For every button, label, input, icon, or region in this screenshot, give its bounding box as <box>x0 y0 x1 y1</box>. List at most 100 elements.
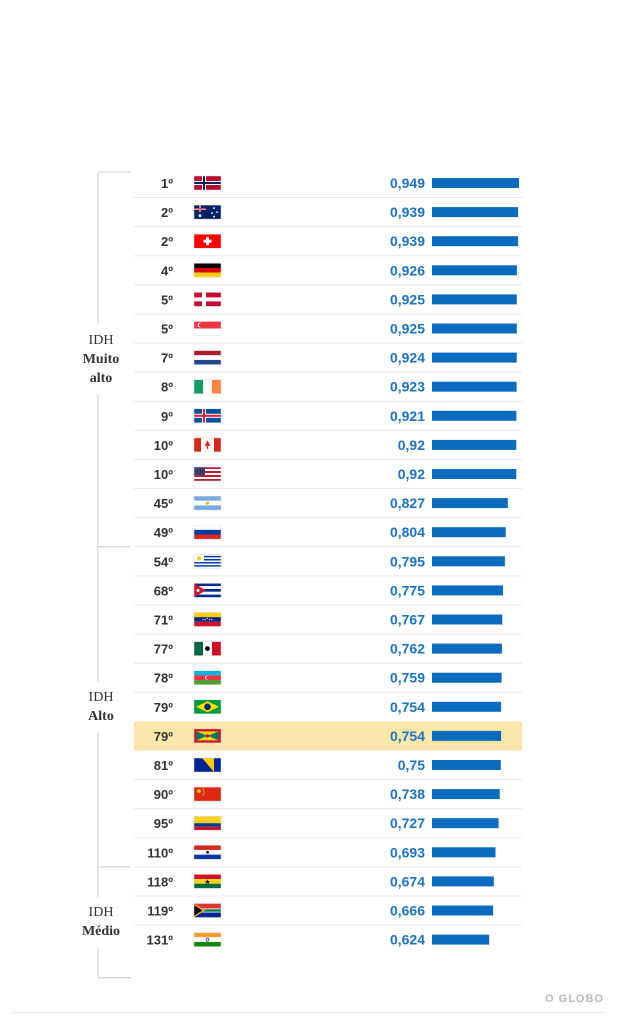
chart-row: 131º 0,624 <box>147 932 490 948</box>
value-label: 0,693 <box>390 844 425 860</box>
value-label: 0,921 <box>390 408 425 424</box>
rank-label: 95º <box>154 816 173 831</box>
value-label: 0,924 <box>390 350 425 366</box>
group-label-line: Médio <box>81 924 121 940</box>
rank-label: 71º <box>154 613 173 628</box>
value-label: 0,75 <box>398 757 425 773</box>
rank-label: 1º <box>161 176 173 191</box>
rank-label: 81º <box>154 758 173 773</box>
value-label: 0,926 <box>390 262 425 278</box>
rank-label: 118º <box>147 874 173 889</box>
rank-label: 68º <box>154 583 173 598</box>
bar <box>432 934 490 945</box>
rank-label: 54º <box>154 554 173 569</box>
bar <box>432 498 508 509</box>
bar <box>432 207 519 218</box>
bar <box>432 905 494 916</box>
south-africa-flag-icon <box>193 903 222 918</box>
group-bracket <box>97 546 131 867</box>
rank-label: 2º <box>161 205 173 220</box>
ireland-flag-icon <box>193 379 222 394</box>
bar <box>432 672 502 683</box>
rank-label: 110º <box>147 845 173 860</box>
bar <box>432 352 517 363</box>
bar <box>432 818 499 829</box>
value-label: 0,754 <box>390 699 425 715</box>
china-flag-icon <box>193 786 222 802</box>
group-label-line: Alto <box>88 708 114 724</box>
chart-row: 95º 0,727 <box>154 815 499 831</box>
value-label: 0,939 <box>390 233 425 249</box>
chart-row: 9º 0,921 <box>161 408 517 424</box>
azerbaijan-flag-icon <box>193 670 222 685</box>
chart-row: 79º 0,754 <box>154 699 502 715</box>
chart-row: 68º 0,775 <box>154 582 503 598</box>
chart-row: 2º 0,939 <box>161 204 519 220</box>
value-label: 0,775 <box>390 582 425 598</box>
norway-flag-icon <box>193 175 222 191</box>
bar <box>432 789 500 800</box>
value-label: 0,727 <box>390 815 425 831</box>
value-label: 0,666 <box>390 903 425 919</box>
rank-label: 5º <box>161 322 173 337</box>
idh-group-label: IDH Médio <box>70 903 132 941</box>
chart-row: 119º 0,666 <box>147 903 494 919</box>
bar <box>432 585 503 596</box>
value-label: 0,939 <box>390 204 425 220</box>
bar <box>432 265 517 276</box>
value-label: 0,92 <box>398 466 425 482</box>
chart-row: 45º 0,827 <box>154 495 508 511</box>
value-label: 0,923 <box>390 379 425 395</box>
venezuela-flag-icon <box>193 612 222 627</box>
bar <box>432 439 517 450</box>
chart-row: 90º 0,738 <box>154 786 500 802</box>
rank-label: 10º <box>154 467 173 482</box>
o-globo-watermark: O GLOBO <box>545 993 604 1005</box>
usa-flag-icon <box>193 466 222 482</box>
chart-row: 4º 0,926 <box>161 262 517 278</box>
bar <box>432 178 519 188</box>
value-label: 0,827 <box>390 495 425 511</box>
bar <box>432 469 517 479</box>
rank-label: 79º <box>154 729 173 744</box>
paraguay-flag-icon <box>193 845 222 860</box>
value-label: 0,804 <box>390 524 425 540</box>
value-label: 0,949 <box>390 175 425 191</box>
bar <box>432 527 506 538</box>
chart-row: 7º 0,924 <box>161 350 517 366</box>
bar <box>432 614 503 625</box>
switzerland-flag-icon <box>193 233 222 249</box>
chart-row: 71º 0,767 <box>154 612 503 628</box>
chart-row: 79º 0,754 <box>154 728 502 744</box>
rank-label: 2º <box>161 234 173 249</box>
chart-row: 10º 0,92 <box>154 466 517 482</box>
idh-group-label: IDH Alto <box>70 688 132 726</box>
chart-row: 10º 0,92 <box>154 437 517 453</box>
bar <box>432 760 501 770</box>
bar <box>432 643 502 654</box>
bar <box>432 556 505 567</box>
chart-row: 110º 0,693 <box>147 844 496 860</box>
chart-row: 5º 0,925 <box>161 321 517 337</box>
value-label: 0,754 <box>390 728 425 744</box>
germany-flag-icon <box>193 263 222 278</box>
group-label-line: Muito <box>82 351 120 367</box>
chart-row: 77º 0,762 <box>154 641 502 657</box>
rank-label: 131º <box>147 933 174 948</box>
grenada-flag-icon <box>193 728 222 744</box>
rank-label: 79º <box>154 700 173 715</box>
group-label-line: IDH <box>88 332 114 348</box>
bar <box>432 323 517 334</box>
chart-row: 49º 0,804 <box>154 524 506 540</box>
cuba-flag-icon <box>193 583 222 598</box>
canada-flag-icon <box>193 437 222 453</box>
singapore-flag-icon <box>193 321 222 336</box>
australia-flag-icon <box>193 204 222 220</box>
denmark-flag-icon <box>193 292 222 307</box>
bar <box>432 381 517 392</box>
rank-label: 7º <box>161 351 173 366</box>
chart-row: 81º 0,75 <box>154 757 501 773</box>
chart-row: 5º 0,925 <box>161 291 517 307</box>
value-label: 0,795 <box>390 553 425 569</box>
